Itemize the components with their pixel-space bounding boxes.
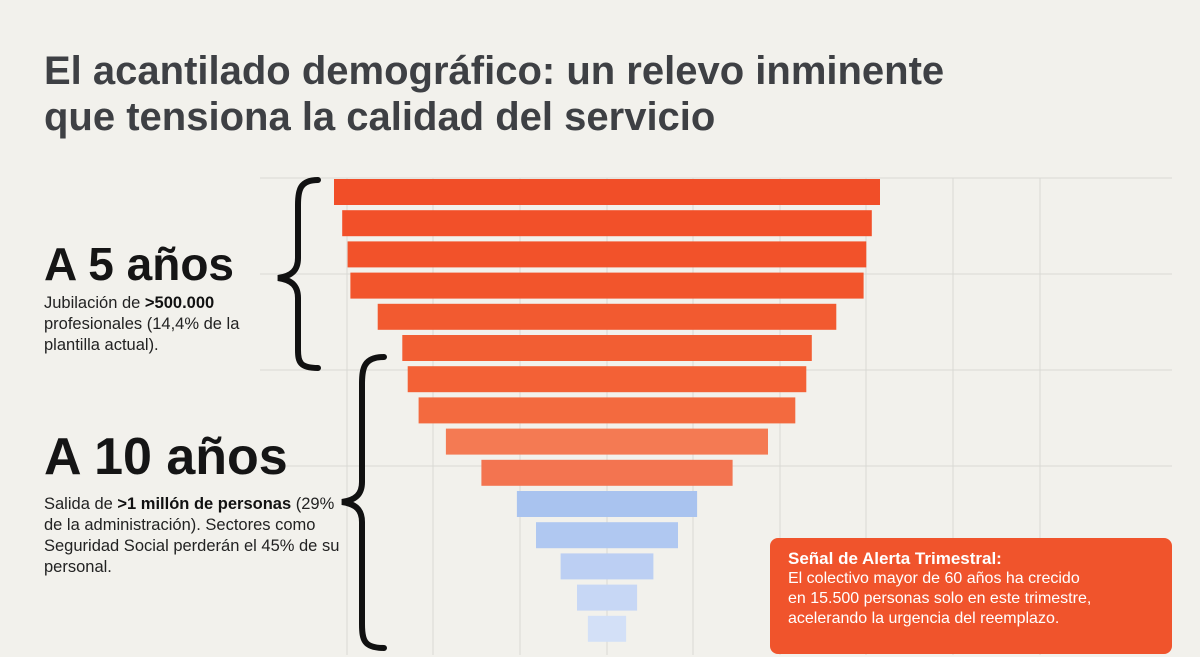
heading-10-years: A 10 años (44, 428, 288, 486)
title-line: que tensiona la calidad del servicio (44, 95, 716, 139)
alert-line: acelerando la urgencia del reemplazo. (788, 610, 1060, 627)
funnel-bar (402, 335, 812, 361)
text-5-bold: >500.000 (144, 294, 215, 312)
brace-10-years (341, 354, 387, 651)
text-10-pre: Salida de (44, 495, 118, 513)
brace-5-years (277, 177, 321, 371)
alert-line: El colectivo mayor de 60 años ha crecido (788, 570, 1080, 587)
text-5-years: Jubilación de >500.000 profesionales (14… (44, 293, 274, 356)
text-10-bold: >1 millón de personas (117, 495, 292, 513)
funnel-bar (536, 522, 678, 549)
funnel-bar (407, 366, 807, 393)
funnel-bar (377, 303, 837, 330)
funnel-bar (560, 553, 654, 580)
alert-line: en 15.500 personas solo en este trimestr… (788, 590, 1092, 607)
funnel-bar (445, 428, 768, 455)
funnel-bar (577, 584, 638, 611)
funnel-bar (516, 491, 698, 517)
text-5-pre: Jubilación de (44, 294, 145, 312)
funnel-bar (418, 397, 796, 424)
title-line: El acantilado demográfico: un relevo inm… (44, 49, 945, 93)
alert-body: El colectivo mayor de 60 años ha crecido… (788, 569, 1154, 629)
funnel-bar (342, 210, 872, 237)
heading-5-years: A 5 años (44, 238, 235, 290)
page-title: El acantilado demográfico: un relevo inm… (44, 48, 1144, 140)
chart-bars (334, 179, 880, 642)
funnel-bar (350, 272, 864, 299)
text-10-post: (29% de la administración). Sectores com… (44, 495, 340, 576)
alert-title: Señal de Alerta Trimestral: (788, 549, 1002, 568)
text-5-post: profesionales (14,4% de la plantilla act… (44, 315, 240, 354)
funnel-bar (334, 179, 880, 205)
funnel-bar (347, 241, 867, 268)
alert-box: Señal de Alerta Trimestral: El colectivo… (770, 538, 1172, 654)
funnel-bar (481, 459, 733, 486)
funnel-bar (587, 615, 627, 642)
text-10-years: Salida de >1 millón de personas (29% de … (44, 494, 344, 578)
